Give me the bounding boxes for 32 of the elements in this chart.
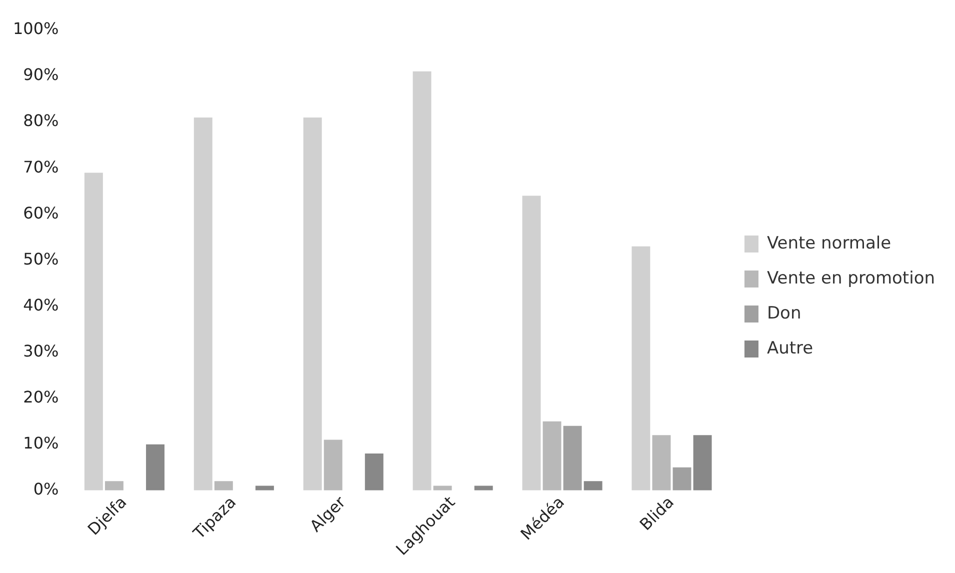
bar — [672, 467, 692, 490]
y-tick-label: 20% — [23, 387, 59, 406]
y-tick-label: 70% — [23, 157, 59, 176]
y-tick-label: 30% — [23, 341, 59, 360]
bar — [324, 440, 342, 490]
bar — [84, 172, 103, 490]
bar — [652, 435, 671, 490]
y-tick-label: 40% — [23, 295, 59, 314]
y-tick-label: 80% — [23, 111, 59, 130]
bar — [412, 71, 432, 490]
bar — [194, 117, 212, 490]
legend-label: Don — [766, 303, 802, 324]
bar — [522, 196, 541, 490]
legend-label: Vente en promotion — [766, 268, 936, 288]
legend-label: Vente normale — [766, 233, 892, 254]
y-tick-label: 0% — [33, 480, 59, 499]
y-tick-label: 60% — [23, 203, 59, 222]
bar — [303, 117, 322, 490]
bar — [104, 481, 124, 490]
y-tick-label: 10% — [23, 433, 59, 452]
y-tick-label: 100% — [12, 19, 59, 38]
bar — [584, 481, 602, 490]
bar — [632, 246, 650, 490]
bar — [563, 426, 582, 490]
bar — [542, 421, 562, 490]
bar — [693, 435, 712, 490]
bar — [364, 454, 384, 490]
y-tick-label: 90% — [23, 65, 59, 84]
bar — [146, 444, 164, 490]
bar — [214, 481, 233, 490]
legend-label: Autre — [766, 338, 814, 358]
y-tick-label: 50% — [23, 249, 59, 268]
